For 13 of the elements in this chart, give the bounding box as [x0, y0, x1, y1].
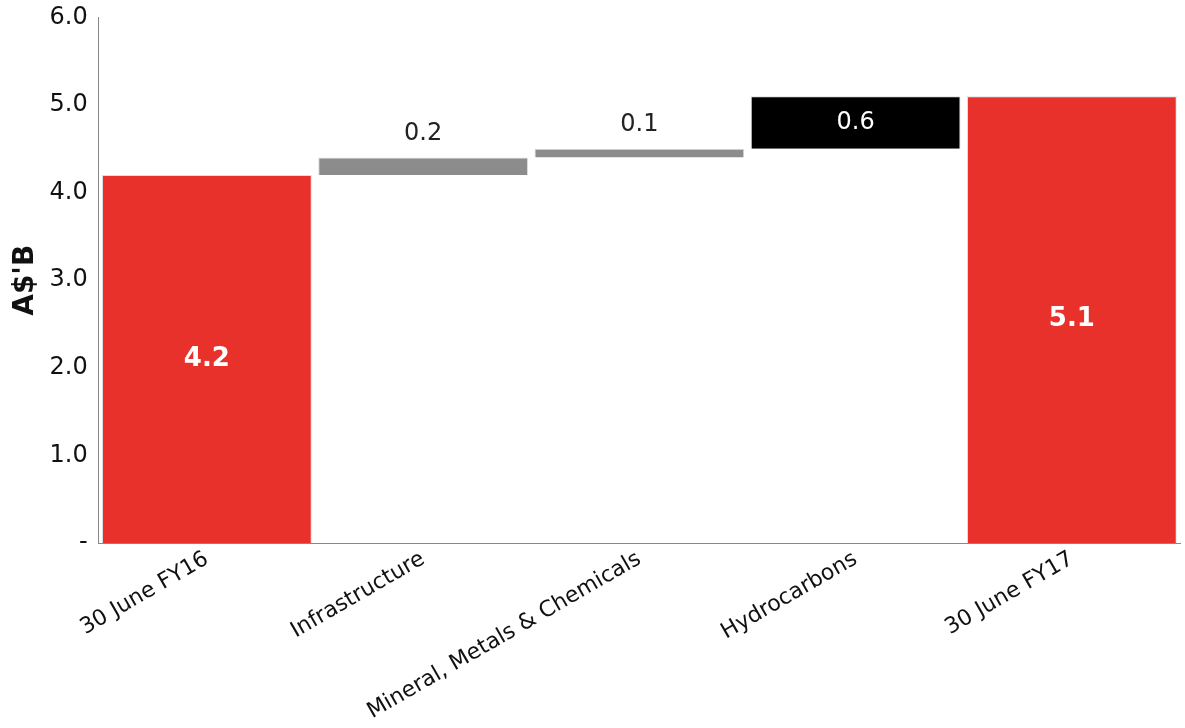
y-tick-label: 5.0: [49, 89, 88, 118]
y-tick-label: 3.0: [49, 264, 88, 293]
data-label: 4.2: [183, 341, 230, 372]
y-tick-label: 2.0: [49, 352, 88, 381]
y-tick-label: 6.0: [49, 1, 88, 30]
y-tick-label: 4.0: [49, 176, 88, 205]
data-label: 0.6: [836, 106, 875, 135]
y-axis-title: A$'B: [7, 244, 41, 316]
data-label: 0.2: [404, 117, 443, 146]
data-label: 5.1: [1048, 302, 1095, 333]
y-tick-label: -: [79, 527, 88, 556]
data-label: 0.1: [620, 109, 659, 138]
y-tick-label: 1.0: [49, 439, 88, 468]
